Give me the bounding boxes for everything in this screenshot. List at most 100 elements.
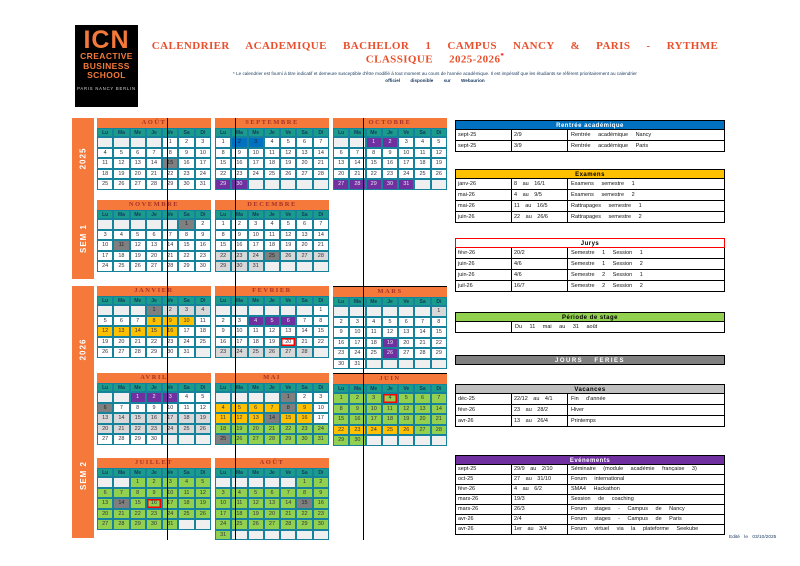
calendar-day: 20 [97, 508, 114, 519]
calendar-day: 9 [162, 315, 179, 326]
month-calendar-juin-2026: JUIN Lu Ma Me Je Ve Sa Di 1 2 3 4 5 6 7 8 9 10 11 12 13 14 15 1… [333, 373, 447, 446]
calendar-day: 1 [129, 392, 146, 403]
calendar-day: 29 [280, 434, 297, 445]
weekday-label: Je [263, 296, 281, 305]
empty-day [398, 435, 415, 446]
weekday-label: Lu [97, 296, 114, 305]
empty-day [231, 477, 248, 488]
calendar-day: 21 [312, 240, 329, 251]
table-cell: sept-25 [456, 465, 512, 474]
table-cell: 4 au 9/5 [512, 190, 568, 200]
calendar-day: 27 [113, 347, 130, 358]
table-title: Jurys [455, 238, 725, 248]
calendar-day: 2 [349, 393, 366, 404]
table-cell: mars-26 [456, 495, 512, 504]
calendar-day: 26 [231, 434, 248, 445]
calendar-day: 1 [145, 305, 163, 316]
calendar-day: 20 [97, 423, 114, 434]
weekday-label: Di [312, 383, 329, 392]
table-row: Du 11 mai au 31 août [455, 322, 725, 333]
empty-day [129, 305, 146, 316]
weekday-label: Lu [215, 468, 232, 477]
empty-day [231, 392, 248, 403]
table-cell: 23 au 28/2 [512, 405, 568, 415]
empty-day [398, 358, 415, 369]
calendar-day: 7 [312, 137, 329, 148]
calendar-day: 25 [178, 508, 195, 519]
calendar-day: 26 [194, 423, 211, 434]
table-cell: févr-26 [456, 485, 512, 494]
calendar-day: 19 [398, 414, 415, 425]
table-row: oct-25 27 au 31/10 Forum international [455, 475, 725, 485]
empty-day [145, 137, 163, 148]
calendar-day: 28 [263, 434, 281, 445]
table-cell: avr-26 [456, 416, 512, 426]
empty-day [247, 305, 264, 316]
calendar-day: 4 [113, 229, 130, 240]
empty-day [414, 179, 431, 190]
table-cell: févr-26 [456, 248, 512, 258]
jurys-table: Jurys févr-26 20/2 Semestre 1 Session 1 juin… [455, 238, 725, 292]
calendar-day: 1 [296, 477, 313, 488]
calendar-day: 1 [129, 477, 146, 488]
calendar-day: 11 [231, 498, 248, 509]
empty-day [414, 358, 431, 369]
empty-day [263, 392, 281, 403]
weekday-label: Sa [414, 384, 431, 393]
page-break-line [363, 118, 365, 540]
calendar-day: 10 [312, 402, 329, 413]
calendar-day: 14 [312, 229, 329, 240]
page-break-line [235, 118, 237, 540]
calendar-day: 22 [215, 168, 232, 179]
calendar-day: 12 [280, 229, 297, 240]
calendar-day: 24 [162, 423, 179, 434]
calendar-day: 2 [333, 316, 350, 327]
calendar-day: 18 [414, 158, 431, 169]
weekday-label: Je [145, 383, 163, 392]
empty-day [194, 519, 211, 530]
weekday-label: Me [129, 128, 146, 137]
calendar-day: 21 [296, 336, 313, 347]
month-title: SEPTEMBRE [215, 118, 329, 128]
calendar-day: 15 [280, 413, 297, 424]
table-cell: 1er au 3/4 [512, 525, 568, 534]
calendar-day: 31 [349, 358, 366, 369]
empty-day [263, 305, 281, 316]
table-row: mai-26 11 au 16/5 Rattrapages semestre 1 [455, 201, 725, 212]
calendar-day: 16 [312, 498, 329, 509]
calendar-day: 4 [247, 315, 264, 326]
calendar-day: 4 [178, 392, 195, 403]
calendar-day: 19 [129, 250, 146, 261]
icn-logo: ICN CREACTIVE BUSINESS SCHOOL PARIS NANC… [75, 25, 138, 107]
calendar-day: 22 [365, 168, 382, 179]
calendar-day: 15 [430, 327, 447, 338]
calendar-day: 23 [231, 168, 248, 179]
empty-day [349, 137, 366, 148]
calendar-day: 27 [247, 434, 264, 445]
calendar-day: 31 [398, 179, 415, 190]
calendar-day: 26 [129, 261, 146, 272]
calendar-day: 2 [231, 219, 248, 230]
calendar-day: 27 [296, 168, 313, 179]
calendar-day: 4 [97, 147, 114, 158]
calendar-day: 30 [194, 261, 211, 272]
weekday-label: Me [365, 384, 382, 393]
calendar-day: 30 [231, 179, 248, 190]
empty-day [296, 305, 313, 316]
calendar-day: 6 [97, 487, 114, 498]
calendar-day: 1 [162, 137, 179, 148]
weekday-label: Lu [333, 128, 350, 137]
calendar-day: 22 [430, 337, 447, 348]
calendar-day: 4 [215, 402, 232, 413]
calendar-day: 31 [247, 261, 264, 272]
header-block: CALENDRIER ACADEMIQUE BACHELOR 1 CAMPUS … [150, 40, 720, 83]
calendar-day: 9 [145, 402, 163, 413]
calendar-day: 25 [247, 347, 264, 358]
calendar-day: 17 [97, 250, 114, 261]
weekday-label: Ma [231, 296, 248, 305]
calendar-day: 9 [194, 229, 211, 240]
calendar-day: 15 [312, 326, 329, 337]
calendar-day: 24 [162, 508, 179, 519]
table-cell: Forum stages - Campus de Paris [571, 516, 682, 522]
weekday-label: Je [145, 210, 163, 219]
